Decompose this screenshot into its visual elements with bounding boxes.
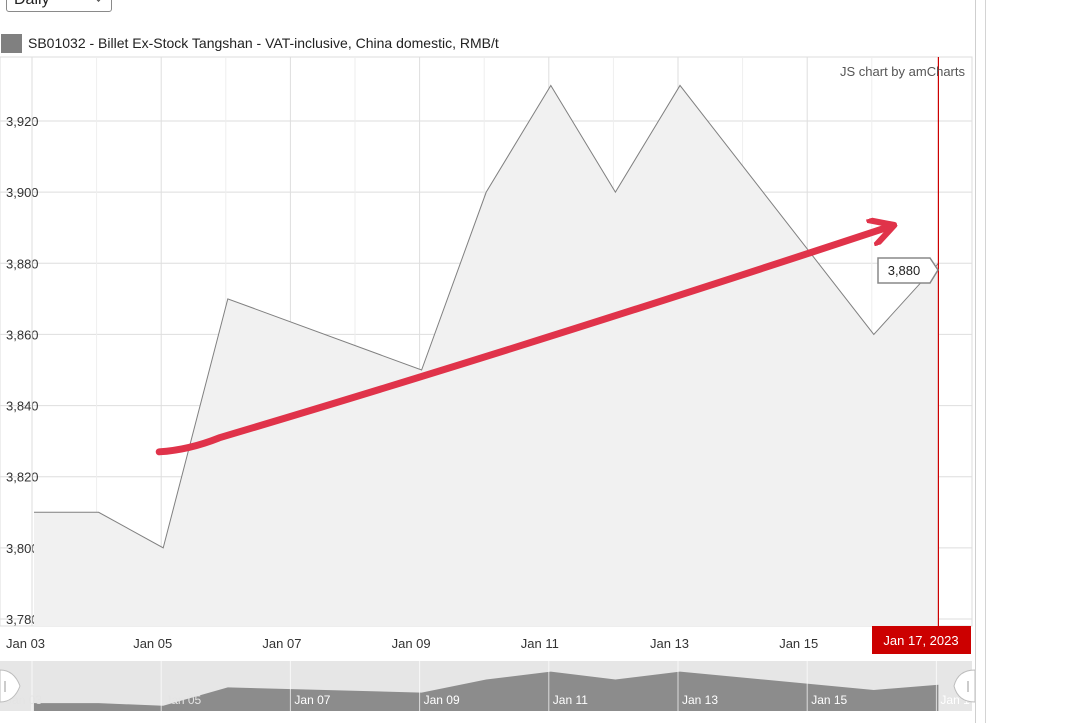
scrollbar-left-grip[interactable]	[0, 669, 21, 703]
y-tick-label: 3,780	[6, 612, 39, 627]
data-point[interactable]	[161, 546, 165, 550]
y-tick-label: 3,900	[6, 185, 39, 200]
y-tick-label: 3,820	[6, 470, 39, 485]
x-tick-label: Jan 03	[6, 636, 45, 651]
x-tick-label: Jan 11	[521, 636, 559, 651]
scrollbar-tick-label: Jan 11	[553, 693, 588, 707]
series-line[interactable]	[34, 84, 939, 549]
data-point[interactable]	[420, 368, 424, 372]
period-select[interactable]: Daily	[6, 0, 112, 12]
scrollbar-right-grip[interactable]	[953, 669, 975, 703]
scrollbar-tick-label: Jan 15	[811, 693, 847, 707]
scrollbar-tick-label: Jan 03	[6, 693, 42, 707]
x-tick-label: Jan 09	[392, 636, 431, 651]
scrollbar-preview-area	[34, 671, 939, 711]
x-tick-label: Jan 15	[779, 636, 818, 651]
scrollbar-tick-label: Jan 07	[294, 693, 330, 707]
scrollbar-tick-label: Jan 09	[424, 693, 460, 707]
chart-legend[interactable]: SB01032 - Billet Ex-Stock Tangshan - VAT…	[1, 33, 499, 53]
data-point[interactable]	[97, 510, 101, 514]
y-tick-label: 3,840	[6, 399, 39, 414]
x-tick-label: Jan 13	[650, 636, 689, 651]
data-point[interactable]	[226, 297, 230, 301]
scrollbar-tick-label: Jan 13	[682, 693, 718, 707]
page-divider	[985, 0, 986, 723]
period-select-value: Daily	[14, 0, 50, 8]
cursor-value-balloon	[877, 257, 939, 284]
data-point[interactable]	[32, 510, 36, 514]
data-point[interactable]	[678, 83, 682, 87]
data-point[interactable]	[484, 190, 488, 194]
trend-arrow-annotation	[155, 228, 886, 456]
cursor-date-label: Jan 17, 2023	[883, 633, 958, 648]
cursor-date-badge	[872, 626, 971, 654]
legend-label: SB01032 - Billet Ex-Stock Tangshan - VAT…	[28, 35, 499, 51]
y-tick-label: 3,860	[6, 327, 39, 342]
x-tick-label: Jan 05	[133, 636, 172, 651]
price-chart[interactable]: 3,780 3,800 3,820 3,840 3,860 3,880 3,900 3,920…	[0, 0, 975, 723]
data-point[interactable]	[549, 83, 553, 87]
cursor-value-label: 3,880	[888, 263, 921, 278]
scrollbar-tick-label: Jan 05	[165, 693, 201, 707]
legend-swatch[interactable]	[1, 33, 22, 53]
y-tick-label: 3,880	[6, 256, 39, 271]
x-tick-label: Jan 07	[262, 636, 301, 651]
y-tick-label: 3,920	[6, 114, 39, 129]
y-tick-label: 3,800	[6, 541, 39, 556]
data-point[interactable]	[613, 190, 617, 194]
amcharts-credit[interactable]: JS chart by amCharts	[840, 64, 965, 79]
data-point[interactable]	[872, 332, 876, 336]
